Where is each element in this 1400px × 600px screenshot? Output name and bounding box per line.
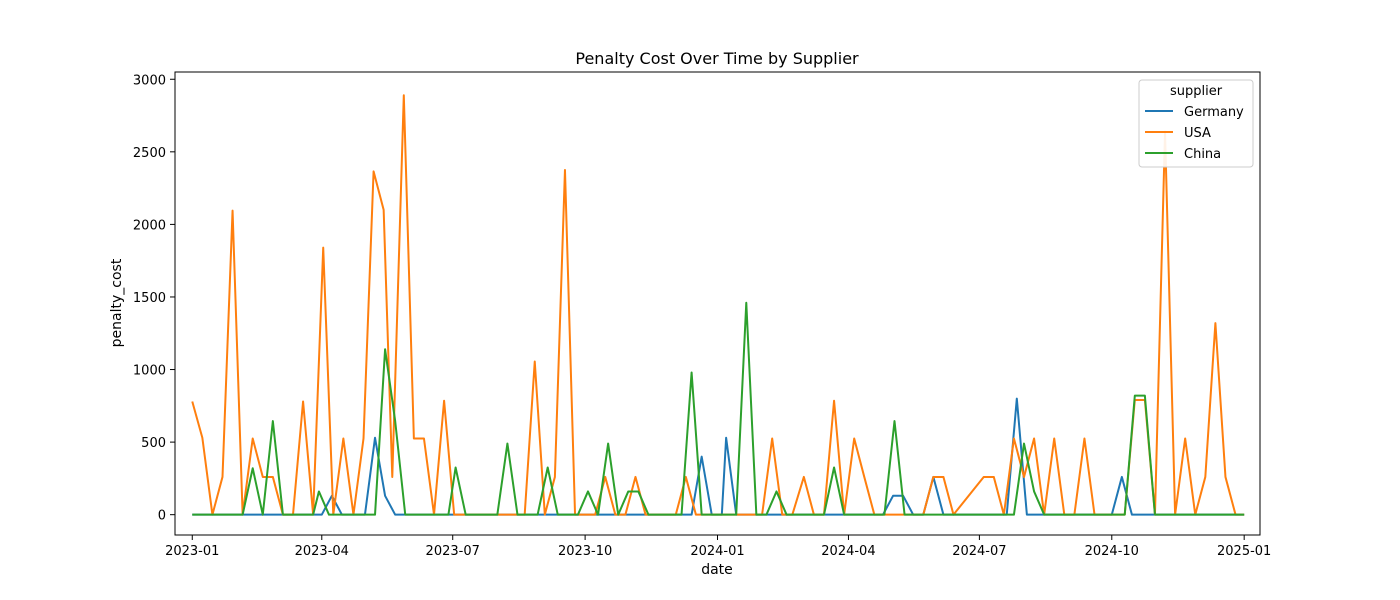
x-tick-label: 2023-07 bbox=[426, 544, 480, 559]
x-axis-ticks: 2023-01 2023-04 2023-07 2023-10 2024-01 2024-… bbox=[165, 535, 1271, 559]
y-axis-ticks: 0 500 1000 1500 2000 2500 3000 bbox=[133, 73, 175, 524]
x-tick-label: 2024-04 bbox=[821, 544, 875, 559]
y-tick-label: 3000 bbox=[133, 73, 166, 88]
legend-items: Germany USA China bbox=[1145, 105, 1244, 162]
y-tick-label: 1500 bbox=[133, 291, 166, 306]
series-lines bbox=[191, 94, 1245, 516]
y-tick-label: 0 bbox=[158, 509, 166, 524]
x-axis-title: date bbox=[701, 562, 733, 578]
legend-title: supplier bbox=[1170, 84, 1223, 99]
y-tick-label: 2000 bbox=[133, 218, 166, 233]
series-line-china bbox=[192, 301, 1245, 516]
series-line-usa bbox=[191, 94, 1245, 516]
x-tick-label: 2024-07 bbox=[952, 544, 1006, 559]
x-tick-label: 2025-01 bbox=[1217, 544, 1271, 559]
legend-box bbox=[1138, 79, 1254, 168]
y-tick-label: 1000 bbox=[133, 364, 166, 379]
y-tick-label: 500 bbox=[141, 436, 166, 451]
legend: supplier Germany USA China bbox=[1138, 79, 1254, 168]
y-tick-label: 2500 bbox=[133, 146, 166, 161]
x-tick-label: 2024-01 bbox=[690, 544, 744, 559]
legend-label-germany: Germany bbox=[1184, 105, 1244, 120]
x-tick-label: 2023-10 bbox=[558, 544, 612, 559]
y-axis-title: penalty_cost bbox=[109, 258, 125, 347]
x-tick-label: 2023-04 bbox=[295, 544, 349, 559]
x-tick-label: 2024-10 bbox=[1085, 544, 1139, 559]
legend-label-usa: USA bbox=[1184, 126, 1211, 141]
chart-title: Penalty Cost Over Time by Supplier bbox=[575, 49, 859, 68]
x-tick-label: 2023-01 bbox=[165, 544, 219, 559]
legend-label-china: China bbox=[1184, 147, 1221, 162]
